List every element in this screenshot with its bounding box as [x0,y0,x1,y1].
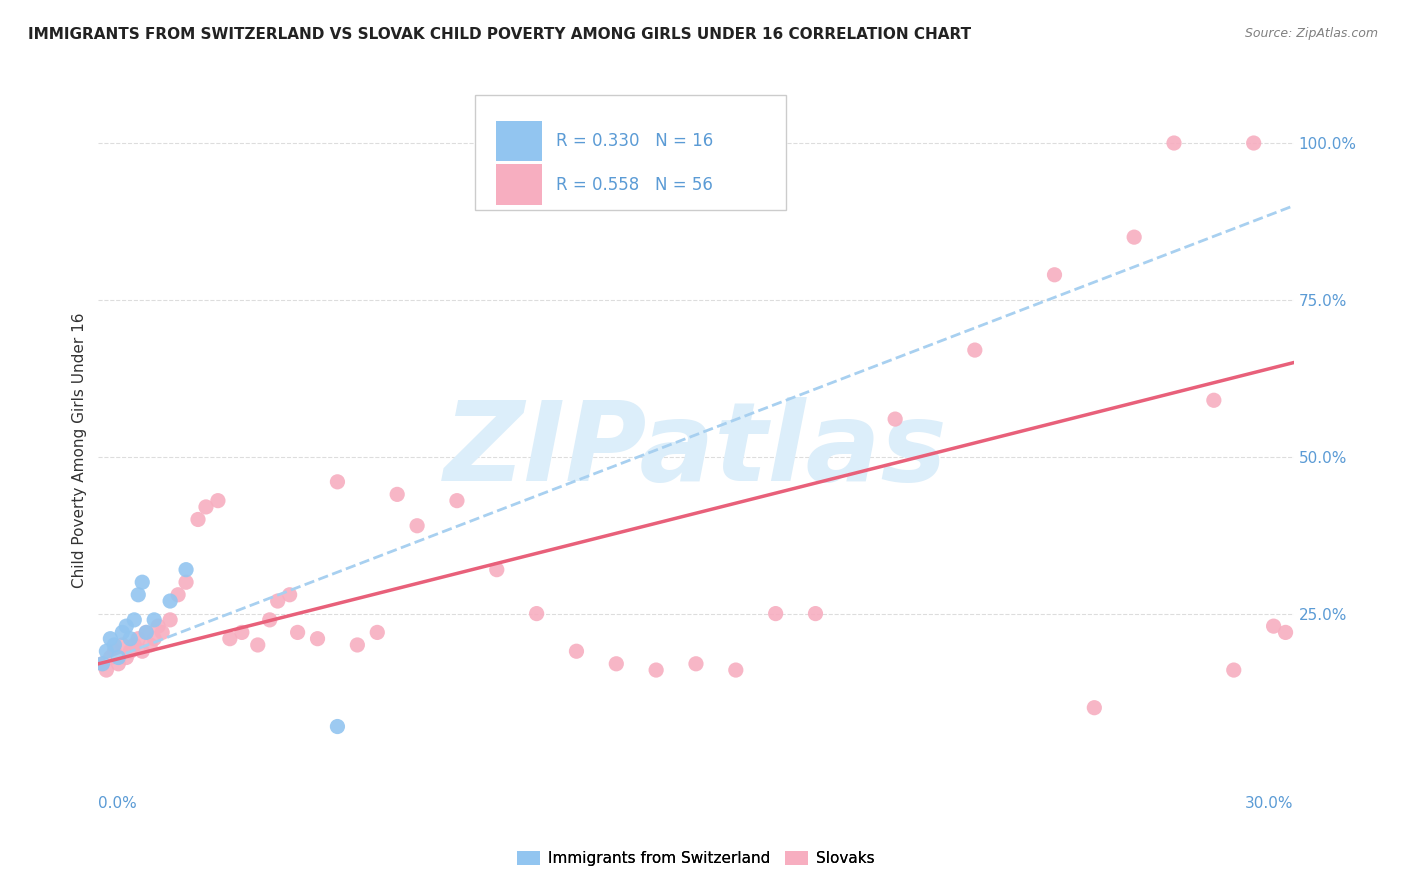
Point [346,638,368,652]
Point [91,657,114,671]
Point [111,625,134,640]
Point [231,625,253,640]
Point [1163,136,1185,150]
Point [485,563,508,577]
Point [124,613,146,627]
Point [605,657,627,671]
Point [159,594,181,608]
Point [135,625,157,640]
Point [120,632,142,646]
Point [98,632,122,646]
Point [724,663,747,677]
Point [1263,619,1285,633]
Point [1123,230,1146,244]
Point [131,575,153,590]
Point [135,625,157,640]
Point [167,588,190,602]
Text: 30.0%: 30.0% [1246,796,1294,811]
Text: R = 0.558   N = 56: R = 0.558 N = 56 [557,176,713,194]
Point [385,487,409,501]
Point [96,644,118,658]
Point [765,607,787,621]
Point [565,644,588,658]
Point [1243,136,1265,150]
Point [111,638,134,652]
Point [259,613,281,627]
Point [884,412,907,426]
Point [124,638,146,652]
Point [127,632,149,646]
Point [115,619,138,633]
Point [150,625,173,640]
Legend: Immigrants from Switzerland, Slovaks: Immigrants from Switzerland, Slovaks [512,845,880,872]
Point [187,512,209,526]
Text: 0.0%: 0.0% [98,796,138,811]
Point [1202,393,1225,408]
Point [143,613,166,627]
Point [1274,625,1296,640]
Point [103,644,125,658]
Bar [496,120,541,161]
Point [963,343,986,357]
Point [143,632,166,646]
Point [278,588,301,602]
Point [326,719,349,733]
Point [96,663,118,677]
Point [406,518,429,533]
Point [446,493,468,508]
Point [91,657,114,671]
Point [107,650,129,665]
Point [526,607,548,621]
Point [120,644,142,658]
Point [195,500,218,514]
Point [246,638,269,652]
Text: ZIPatlas: ZIPatlas [444,397,948,504]
FancyBboxPatch shape [475,95,786,210]
Point [307,632,329,646]
Point [115,650,138,665]
Text: R = 0.330   N = 16: R = 0.330 N = 16 [557,132,713,150]
Point [207,493,229,508]
Point [148,619,170,633]
Point [103,638,125,652]
Point [267,594,290,608]
Point [1043,268,1066,282]
Point [1223,663,1246,677]
Point [131,644,153,658]
Point [127,588,149,602]
Point [107,657,129,671]
Point [159,613,181,627]
Point [326,475,349,489]
Point [287,625,309,640]
Point [366,625,388,640]
Bar [496,164,541,205]
Point [804,607,827,621]
Text: Source: ZipAtlas.com: Source: ZipAtlas.com [1244,27,1378,40]
Text: IMMIGRANTS FROM SWITZERLAND VS SLOVAK CHILD POVERTY AMONG GIRLS UNDER 16 CORRELA: IMMIGRANTS FROM SWITZERLAND VS SLOVAK CH… [28,27,972,42]
Point [139,638,162,652]
Point [685,657,707,671]
Point [219,632,242,646]
Point [1083,700,1105,714]
Y-axis label: Child Poverty Among Girls Under 16: Child Poverty Among Girls Under 16 [72,313,87,588]
Point [174,563,197,577]
Point [645,663,668,677]
Point [174,575,197,590]
Point [98,650,122,665]
